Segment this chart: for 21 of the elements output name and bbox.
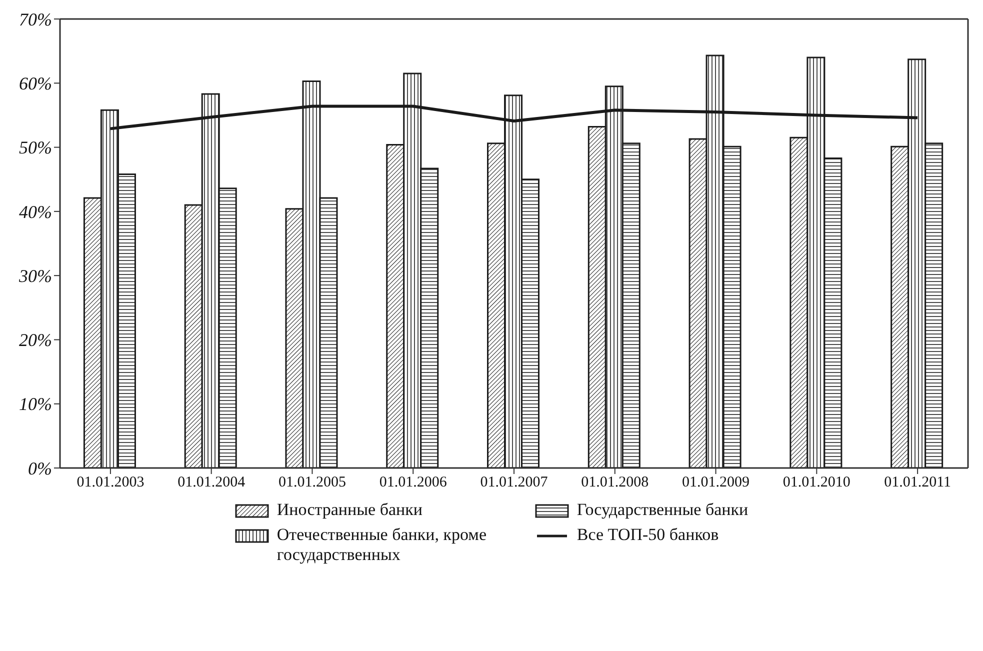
legend-label: Все ТОП-50 банков	[576, 525, 719, 545]
y-tick-label: 40%	[19, 202, 52, 222]
x-tick-label: 01.01.2009	[682, 474, 750, 491]
x-tick-label: 01.01.2010	[782, 474, 850, 491]
y-tick-label: 0%	[28, 458, 52, 478]
x-tick-label: 01.01.2003	[76, 474, 144, 491]
legend-label: Отечественные банки, кроме государственных	[276, 525, 488, 565]
x-tick-label: 01.01.2004	[178, 474, 246, 491]
x-tick-label: 01.01.2005	[278, 474, 346, 491]
y-tick-label: 60%	[19, 74, 52, 94]
y-tick-label: 30%	[18, 266, 52, 286]
x-tick-label: 01.01.2007	[480, 474, 548, 491]
y-tick-label: 50%	[19, 138, 52, 158]
x-tick-label: 01.01.2006	[379, 474, 448, 491]
legend-label: Государственные банки	[576, 500, 748, 520]
x-tick-label: 01.01.2011	[884, 474, 952, 491]
y-tick-label: 70%	[19, 9, 52, 30]
y-tick-label: 20%	[19, 330, 52, 350]
x-tick-label: 01.01.2008	[581, 474, 649, 491]
y-tick-label: 10%	[19, 394, 52, 414]
legend-label: Иностранные банки	[276, 500, 422, 520]
